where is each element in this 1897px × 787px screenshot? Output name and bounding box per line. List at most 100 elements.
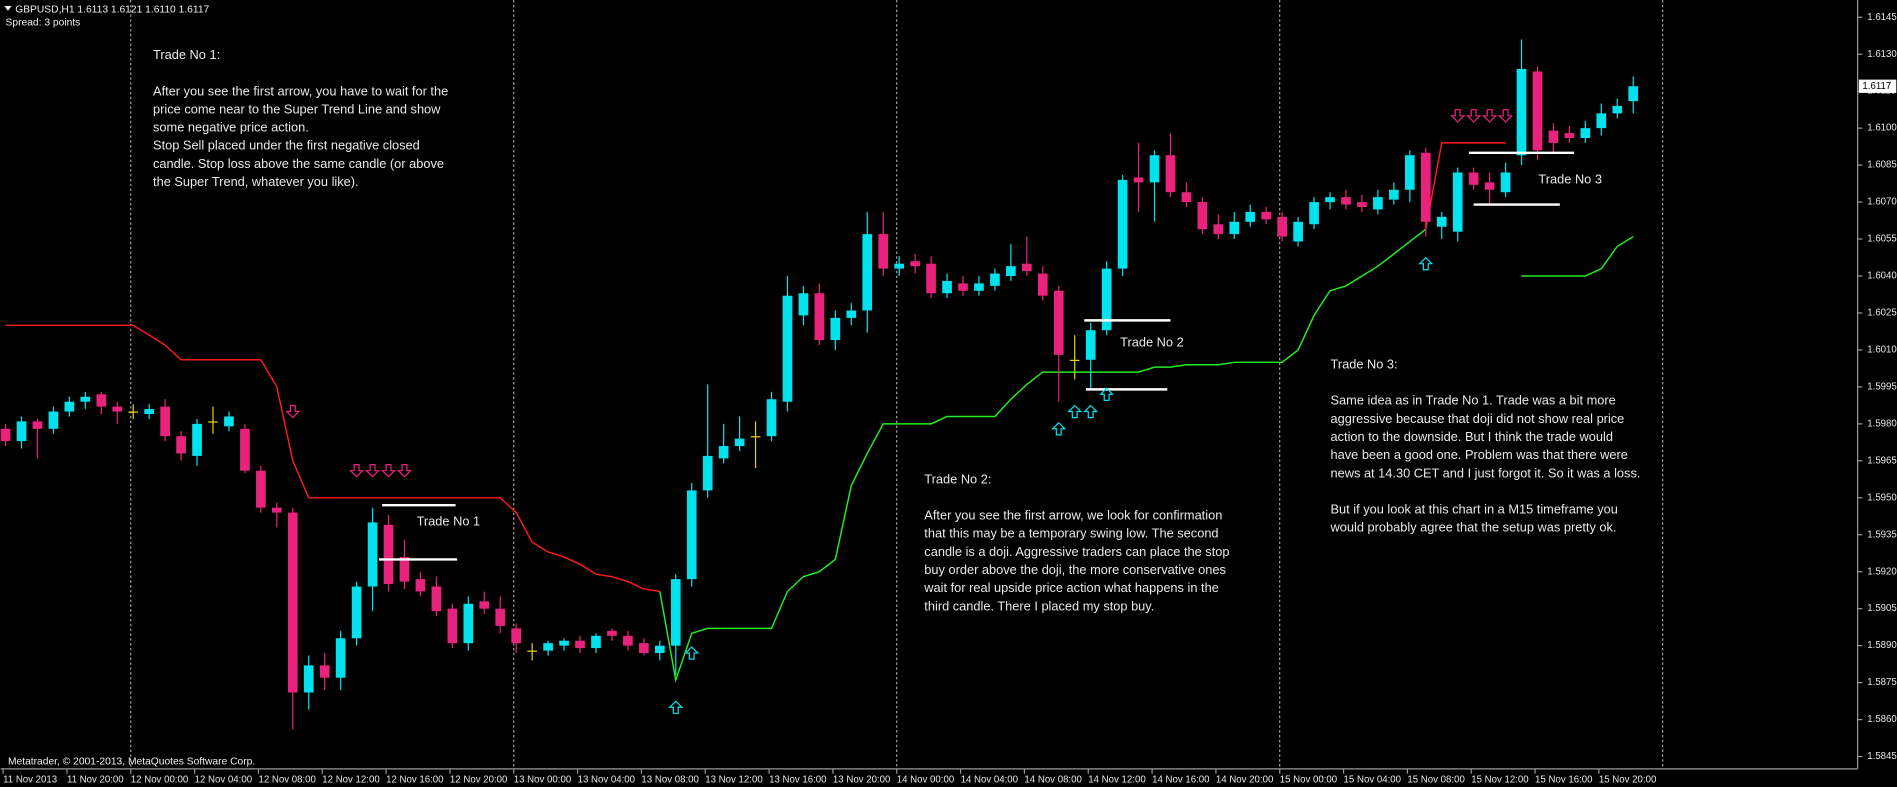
candle-body xyxy=(287,512,298,693)
candle-body xyxy=(176,436,186,454)
candle-body xyxy=(798,293,809,316)
annotation-line: candle. Stop loss above the same candle … xyxy=(153,156,444,171)
candle-body xyxy=(1468,172,1479,185)
candle-body xyxy=(479,601,490,609)
y-tick-label: 1.5890 xyxy=(1867,640,1897,651)
candle-body xyxy=(623,635,633,646)
candle-body xyxy=(990,273,1000,286)
x-tick-label: 13 Nov 08:00 xyxy=(641,774,698,785)
candle-body xyxy=(814,293,825,341)
sell-arrow xyxy=(1466,109,1482,123)
candle-body xyxy=(942,280,952,294)
candle-body xyxy=(415,579,426,592)
candle-body xyxy=(1532,71,1543,151)
candle-body xyxy=(367,522,378,587)
x-tick-label: 14 Nov 12:00 xyxy=(1088,774,1145,785)
candle-body xyxy=(1053,290,1064,355)
candle-body xyxy=(702,455,713,491)
candle-body xyxy=(32,421,43,429)
y-tick-label: 1.5920 xyxy=(1867,566,1897,577)
annotation-line: price come near to the Super Trend Line … xyxy=(153,101,441,116)
candle-body xyxy=(591,635,601,649)
annotation-line: the Super Trend, whatever you like). xyxy=(153,174,359,189)
candle-body xyxy=(144,409,155,415)
candle-body xyxy=(192,423,202,456)
candle-body xyxy=(607,630,617,636)
menu-triangle[interactable] xyxy=(4,6,12,11)
y-tick-label: 1.5845 xyxy=(1867,751,1897,762)
buy-arrow xyxy=(1067,404,1083,419)
x-tick-label: 15 Nov 12:00 xyxy=(1471,774,1528,785)
candle-body xyxy=(543,643,553,651)
candle-body xyxy=(782,295,793,402)
candle-body xyxy=(160,406,170,437)
candle-body xyxy=(1117,179,1128,269)
candle-body xyxy=(1404,155,1415,190)
candle-body xyxy=(1420,152,1431,222)
candle-body xyxy=(351,586,362,639)
candle-body xyxy=(1085,330,1096,360)
candle-body xyxy=(894,263,905,269)
x-tick-label: 15 Nov 00:00 xyxy=(1280,774,1337,785)
y-tick-label: 1.6100 xyxy=(1867,123,1897,134)
buy-arrow xyxy=(1083,404,1099,419)
annotation-line: After you see the first arrow, you have … xyxy=(153,83,448,98)
candle-body xyxy=(1325,197,1335,203)
x-tick-label: 13 Nov 04:00 xyxy=(578,774,635,785)
candle-body xyxy=(734,438,745,447)
y-tick-label: 1.6055 xyxy=(1867,234,1897,245)
candle-body xyxy=(335,638,346,678)
candle-body xyxy=(495,608,506,626)
annotation-line: news at 14.30 CET and I just forgot it. … xyxy=(1331,465,1641,480)
candle-body xyxy=(1261,211,1272,220)
candle-body xyxy=(559,640,569,646)
candle-body xyxy=(878,234,889,269)
x-tick-label: 12 Nov 08:00 xyxy=(258,774,315,785)
candle-body xyxy=(1149,155,1160,183)
candle-body xyxy=(654,645,665,654)
candle-body xyxy=(1452,172,1463,232)
y-tick-label: 1.5980 xyxy=(1867,418,1897,429)
candle-body xyxy=(1500,172,1511,193)
x-tick-label: 12 Nov 20:00 xyxy=(450,774,507,785)
annotation-line: But if you look at this chart in a M15 t… xyxy=(1331,502,1618,517)
candle-body xyxy=(670,579,681,646)
x-tick-label: 11 Nov 2013 xyxy=(3,774,57,785)
sell-arrow xyxy=(349,464,365,478)
candle-body xyxy=(1293,221,1303,242)
x-tick-label: 12 Nov 00:00 xyxy=(131,774,188,785)
annotation-line: wait for real upside price action what h… xyxy=(923,580,1219,595)
candle-body xyxy=(527,650,537,652)
candle-body xyxy=(1022,263,1032,272)
candle-body xyxy=(1213,224,1224,235)
candle-body xyxy=(224,416,234,427)
x-tick-label: 14 Nov 08:00 xyxy=(1024,774,1081,785)
candle-body xyxy=(1548,130,1559,143)
candle-body xyxy=(1357,202,1367,208)
candle-body xyxy=(718,446,729,459)
buy-arrow xyxy=(1099,387,1115,401)
candle-body xyxy=(974,283,984,291)
candle-body xyxy=(1516,69,1527,156)
candle-body xyxy=(1181,192,1192,203)
candle-body xyxy=(463,603,474,644)
y-tick-label: 1.5860 xyxy=(1867,714,1897,725)
candle-body xyxy=(112,406,123,412)
sell-arrow xyxy=(1450,109,1466,123)
candle-body xyxy=(1341,197,1351,205)
candle-body xyxy=(639,643,649,654)
annotation-line: some negative price action. xyxy=(153,120,309,135)
last-price-label: 1.6117 xyxy=(1862,81,1891,92)
sell-arrow xyxy=(285,404,301,419)
x-tick-label: 14 Nov 04:00 xyxy=(961,774,1018,785)
annotation-line: action to the downside. But I think the … xyxy=(1331,429,1613,444)
candle-body xyxy=(271,507,282,513)
y-tick-label: 1.5875 xyxy=(1867,677,1897,688)
y-tick-label: 1.6070 xyxy=(1867,197,1897,208)
y-tick-label: 1.6040 xyxy=(1867,271,1897,282)
candle-body xyxy=(1436,216,1447,227)
sell-arrow xyxy=(396,464,412,478)
x-tick-label: 14 Nov 00:00 xyxy=(897,774,954,785)
candle-body xyxy=(862,234,873,311)
